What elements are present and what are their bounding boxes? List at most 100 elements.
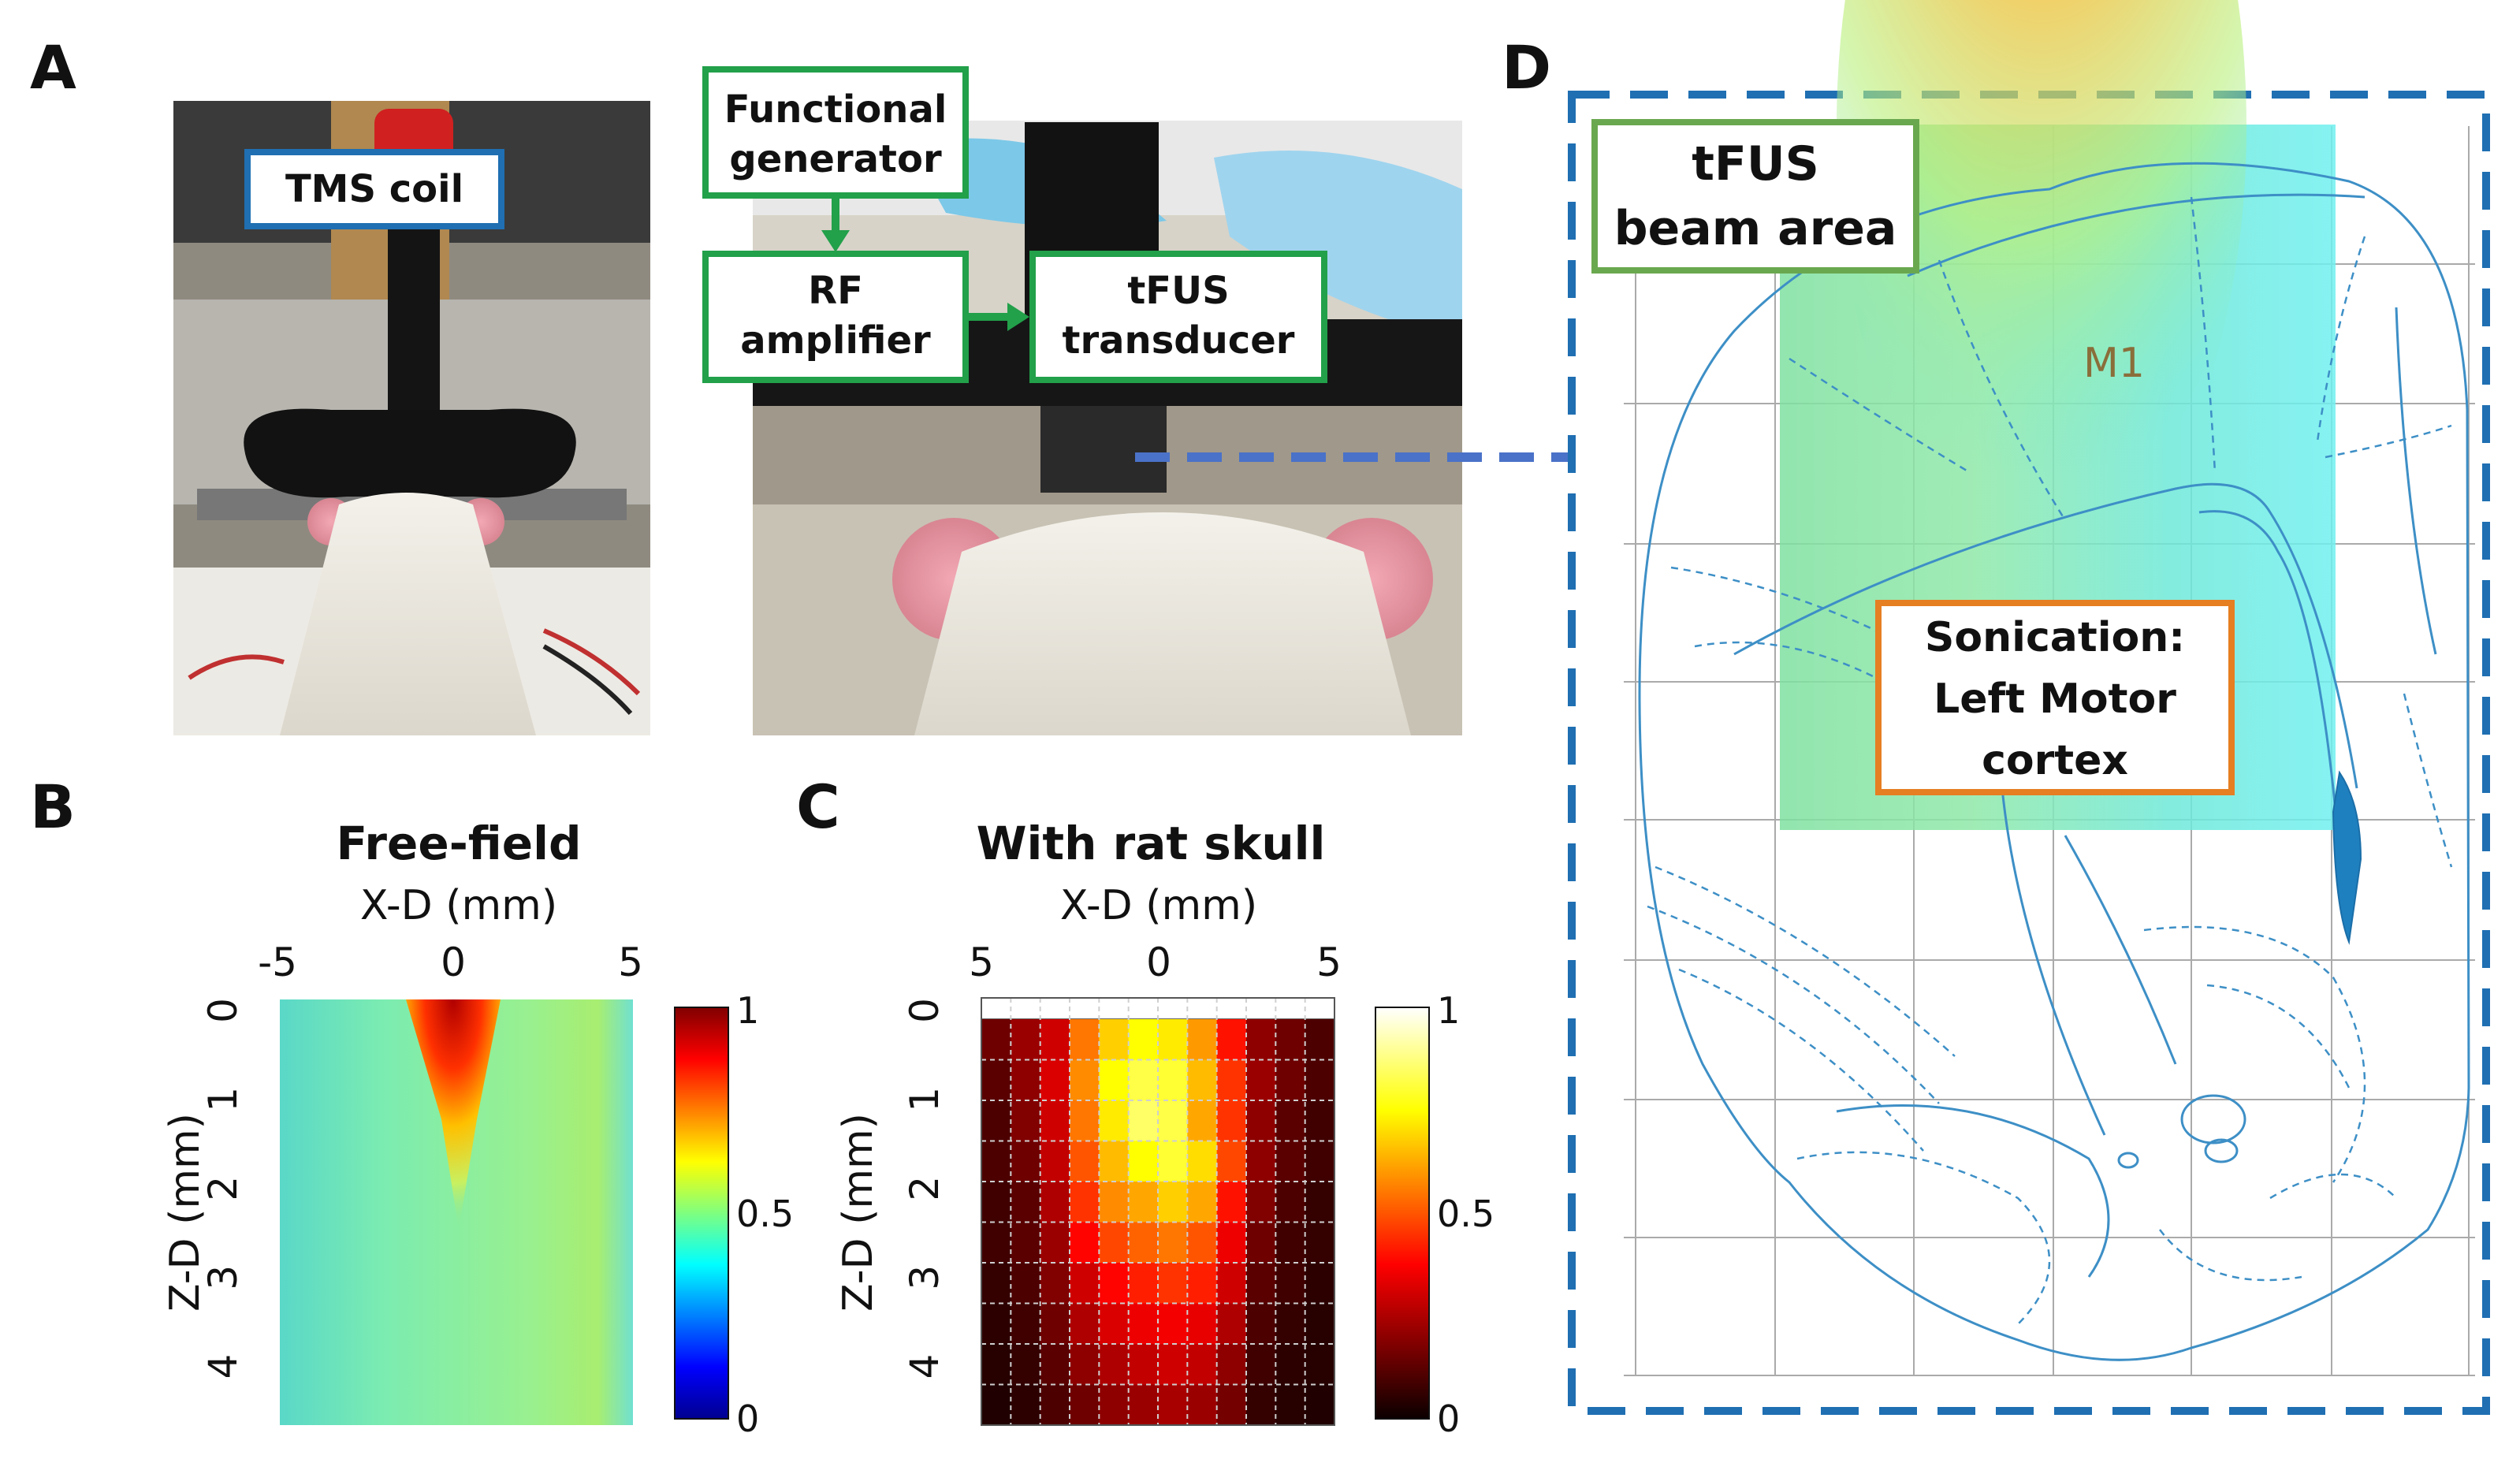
chart-c-cell	[1246, 1303, 1276, 1345]
chart-c-cell	[1011, 1303, 1041, 1345]
chart-c-cell	[1070, 1384, 1100, 1426]
tfus-transducer-box: tFUS transducer	[1029, 251, 1327, 383]
chart-c-cell	[1099, 1303, 1130, 1345]
chart-b-ytick-0: 0	[200, 998, 246, 1023]
chart-c-border	[981, 997, 1335, 1426]
sonication-line-2: Left Motor	[1934, 676, 2176, 723]
chart-c-cell	[1216, 1263, 1247, 1304]
beam-area-line-1: tFUS	[1692, 136, 1819, 192]
chart-c-cell	[1011, 1019, 1041, 1060]
chart-c-cbtick-1: 1	[1437, 989, 1460, 1032]
panel-a-label: A	[30, 32, 76, 102]
tms-coil-box	[244, 149, 504, 229]
chart-b-ytick-4: 4	[200, 1354, 246, 1379]
chart-c-cell	[981, 1141, 1011, 1182]
chart-c-xtick-2: 5	[1316, 940, 1342, 985]
chart-c-cbtick-0-5: 0.5	[1437, 1193, 1495, 1235]
chart-c-cell	[1011, 1263, 1041, 1304]
chart-c-heatmap	[981, 1019, 1335, 1426]
chart-c-cell	[1070, 1303, 1100, 1345]
chart-c-cell	[1216, 1141, 1247, 1182]
chart-c-cell	[1305, 1019, 1335, 1060]
chart-c-cell	[1128, 1263, 1159, 1304]
arrow-amplifier-to-transducer-head	[1007, 303, 1029, 331]
chart-c-cell	[1158, 1059, 1188, 1101]
chart-c-cell	[1216, 1182, 1247, 1223]
chart-c-xlabel: X-D (mm)	[1060, 882, 1257, 929]
rf-amplifier-line-2: amplifier	[740, 318, 931, 363]
chart-c-cell	[1187, 1384, 1218, 1426]
chart-c-cell	[1158, 1303, 1188, 1345]
chart-b-title: Free-field	[337, 817, 582, 870]
chart-c-cell	[1275, 1344, 1306, 1385]
chart-c-cell	[1275, 1263, 1306, 1304]
chart-c-cell	[1070, 1141, 1100, 1182]
chart-c-cell	[981, 1222, 1011, 1264]
chart-c-cell	[1305, 1059, 1335, 1101]
chart-c-cell	[981, 1263, 1011, 1304]
chart-c-cell	[1011, 1059, 1041, 1101]
chart-c-cell	[1246, 1059, 1276, 1101]
chart-c-ytick-3: 3	[902, 1265, 947, 1290]
chart-c-cell	[1099, 1141, 1130, 1182]
rf-amplifier-box: RF amplifier	[702, 251, 969, 383]
chart-c-cell	[981, 1344, 1011, 1385]
chart-b-colorbar	[674, 1007, 729, 1420]
chart-c-cbtick-0: 0	[1437, 1398, 1460, 1440]
chart-c-cell	[1187, 1182, 1218, 1223]
functional-generator-box: Functional generator	[702, 66, 969, 199]
chart-c-cell	[981, 1100, 1011, 1141]
chart-c-cell	[1216, 1222, 1247, 1264]
chart-c-cell	[1187, 1303, 1218, 1345]
chart-c-cell	[1275, 1059, 1306, 1101]
chart-c-cell	[1216, 1019, 1247, 1060]
chart-c-cell	[1128, 1182, 1159, 1223]
chart-c-cell	[1099, 1100, 1130, 1141]
chart-c-cell	[1158, 1141, 1188, 1182]
chart-c-cell	[1305, 1384, 1335, 1426]
chart-c-cell	[1070, 1263, 1100, 1304]
sonication-line-3: cortex	[1982, 737, 2128, 784]
chart-b-ytick-3: 3	[200, 1265, 246, 1290]
chart-c-cell	[1158, 1019, 1188, 1060]
chart-c-cell	[1099, 1059, 1130, 1101]
chart-c-cell	[1187, 1100, 1218, 1141]
chart-b-cbtick-0-5: 0.5	[736, 1193, 794, 1235]
chart-c-colorbar	[1375, 1007, 1430, 1420]
chart-c-cell	[1187, 1222, 1218, 1264]
chart-c-cell	[1128, 1100, 1159, 1141]
chart-c-cell	[1040, 1222, 1070, 1264]
beam-area-line-2: beam area	[1614, 201, 1897, 256]
chart-c-cell	[1070, 1100, 1100, 1141]
chart-c-cell	[1246, 1141, 1276, 1182]
chart-c-cell	[1158, 1100, 1188, 1141]
chart-c-cell	[1246, 1384, 1276, 1426]
chart-c-cell	[1040, 1059, 1070, 1101]
chart-c-cell	[1187, 1263, 1218, 1304]
tfus-transducer-line-1: tFUS	[1127, 269, 1229, 313]
chart-b-xlabel: X-D (mm)	[360, 882, 557, 929]
chart-c-cell	[1246, 1263, 1276, 1304]
chart-c-cell	[1128, 1222, 1159, 1264]
sonication-line-1: Sonication:	[1925, 614, 2185, 661]
chart-c-xtick-0: 5	[969, 940, 994, 985]
chart-c-cell	[1275, 1141, 1306, 1182]
chart-b-cbtick-0: 0	[736, 1398, 759, 1440]
chart-c-cell	[1011, 1222, 1041, 1264]
chart-c-cell	[1275, 1182, 1306, 1223]
panel-b-label: B	[30, 772, 76, 842]
chart-c-cell	[1040, 1303, 1070, 1345]
chart-c-cell	[1040, 1100, 1070, 1141]
chart-c-cell	[1275, 1384, 1306, 1426]
chart-c-cell	[1305, 1222, 1335, 1264]
chart-c-cell	[1216, 1344, 1247, 1385]
chart-c-cell	[1128, 1303, 1159, 1345]
chart-c-cell	[1305, 1100, 1335, 1141]
arrow-generator-to-amplifier-head	[821, 230, 850, 252]
chart-c-cell	[1275, 1100, 1306, 1141]
chart-c-cell	[1158, 1182, 1188, 1223]
chart-c-ytick-0: 0	[902, 998, 947, 1023]
region-label-m1: M1	[2083, 340, 2145, 387]
chart-b-xtick-1: 0	[441, 940, 466, 985]
chart-b: Free-field X-D (mm) -5 0 5 0 1 2 3 4 Z-D (mm…	[162, 817, 794, 1440]
